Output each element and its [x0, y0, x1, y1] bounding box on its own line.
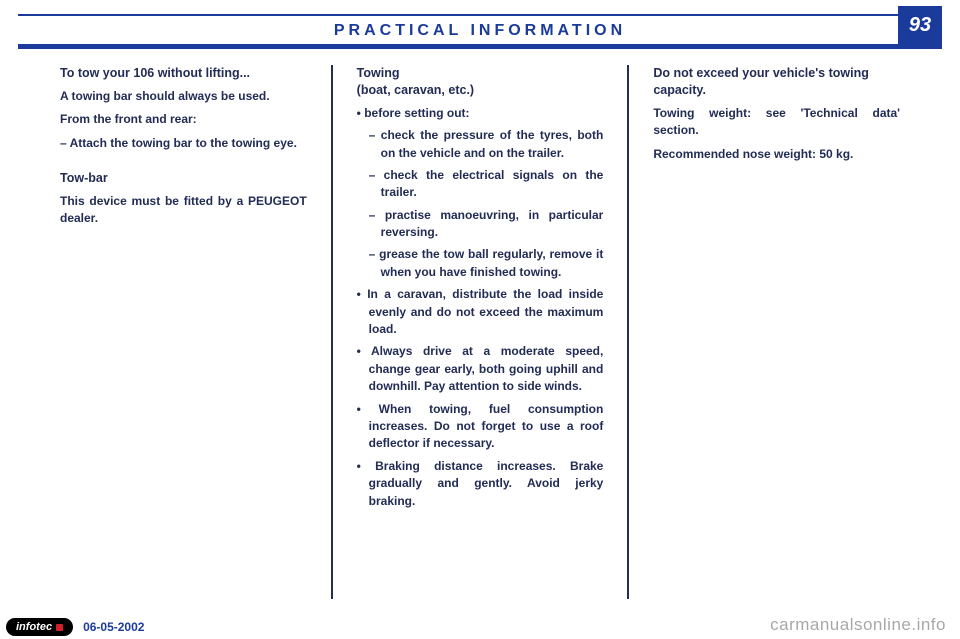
left-para-4: This device must be fitted by a PEUGEOT … [60, 193, 307, 228]
brand-dot-icon [56, 624, 63, 631]
column-right: Do not exceed your vehicle's towing capa… [633, 65, 920, 599]
page: PRACTICAL INFORMATION 93 To tow your 106… [0, 0, 960, 639]
right-para-2: Recommended nose weight: 50 kg. [653, 146, 900, 163]
column-divider-1 [331, 65, 333, 599]
middle-heading-a: Towing [357, 65, 604, 82]
footer-date: 06-05-2002 [83, 620, 144, 634]
column-middle: Towing (boat, caravan, etc.) • before se… [337, 65, 624, 599]
middle-bullet-2: • In a caravan, distribute the load insi… [357, 286, 604, 338]
middle-sub-4: – grease the tow ball regularly, remove … [369, 246, 604, 281]
page-number: 93 [909, 14, 931, 37]
middle-bullet-4: • When towing, fuel consumption increase… [357, 401, 604, 453]
body-columns: To tow your 106 without lifting... A tow… [40, 65, 920, 599]
middle-bullet-1: • before setting out: [357, 105, 604, 122]
header-strip: PRACTICAL INFORMATION [18, 18, 942, 44]
brand-text: infotec [16, 621, 52, 633]
left-heading-1: To tow your 106 without lifting... [60, 65, 307, 82]
middle-heading-b: (boat, caravan, etc.) [357, 82, 604, 99]
middle-sub-1: – check the pressure of the tyres, both … [369, 127, 604, 162]
middle-bullet-5: • Braking distance increases. Brake grad… [357, 458, 604, 510]
middle-sub-2: – check the electrical signals on the tr… [369, 167, 604, 202]
right-para-1: Towing weight: see 'Technical data' sect… [653, 105, 900, 140]
brand-pill: infotec [6, 618, 73, 636]
middle-sub-3: – practise manoeuvring, in particular re… [369, 207, 604, 242]
page-number-badge: 93 [898, 6, 942, 44]
page-title: PRACTICAL INFORMATION [334, 22, 626, 40]
left-para-3: – Attach the towing bar to the towing ey… [60, 135, 307, 152]
middle-bullet-3: • Always drive at a moderate speed, chan… [357, 343, 604, 395]
spacer [60, 158, 307, 170]
left-para-1: A towing bar should always be used. [60, 88, 307, 105]
middle-sublist: – check the pressure of the tyres, both … [369, 127, 604, 281]
header-rule-bottom [18, 44, 942, 49]
watermark: carmanualsonline.info [770, 615, 946, 635]
middle-bullet-list-2: • In a caravan, distribute the load insi… [357, 286, 604, 510]
left-para-2: From the front and rear: [60, 111, 307, 128]
middle-bullet-list: • before setting out: [357, 105, 604, 122]
left-heading-2: Tow-bar [60, 170, 307, 187]
column-left: To tow your 106 without lifting... A tow… [40, 65, 327, 599]
right-heading-1: Do not exceed your vehicle's towing capa… [653, 65, 900, 99]
column-divider-2 [627, 65, 629, 599]
header-rule-top [18, 14, 942, 16]
